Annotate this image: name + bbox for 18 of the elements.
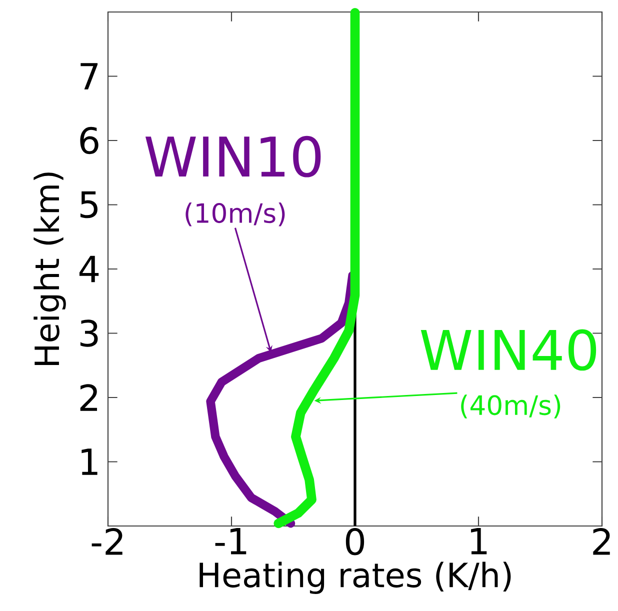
y-tick-label: 1	[82, 448, 98, 475]
x-tick-label: -2	[92, 528, 122, 555]
annotation: (40m/s)	[461, 394, 560, 418]
y-tick-label: 5	[80, 191, 98, 218]
y-tick-label: 7	[80, 63, 98, 90]
x-axis-title: Heating rates (K/h)	[200, 562, 511, 594]
x-tick-label: 0	[346, 528, 364, 556]
y-tick-label: 2	[80, 384, 98, 411]
x-tick-label: 2	[593, 528, 610, 555]
y-tick-label: 3	[80, 320, 98, 347]
y-tick-label: 4	[79, 256, 99, 282]
x-tick-label: 1	[471, 528, 487, 554]
y-axis-title: Height (km)	[34, 172, 66, 366]
series-label: WIN40	[420, 329, 596, 371]
series-label: WIN10	[145, 136, 321, 178]
y-tick-label: 6	[80, 126, 98, 154]
annotation: (10m/s)	[186, 202, 285, 226]
x-tick-label: -1	[215, 528, 246, 554]
